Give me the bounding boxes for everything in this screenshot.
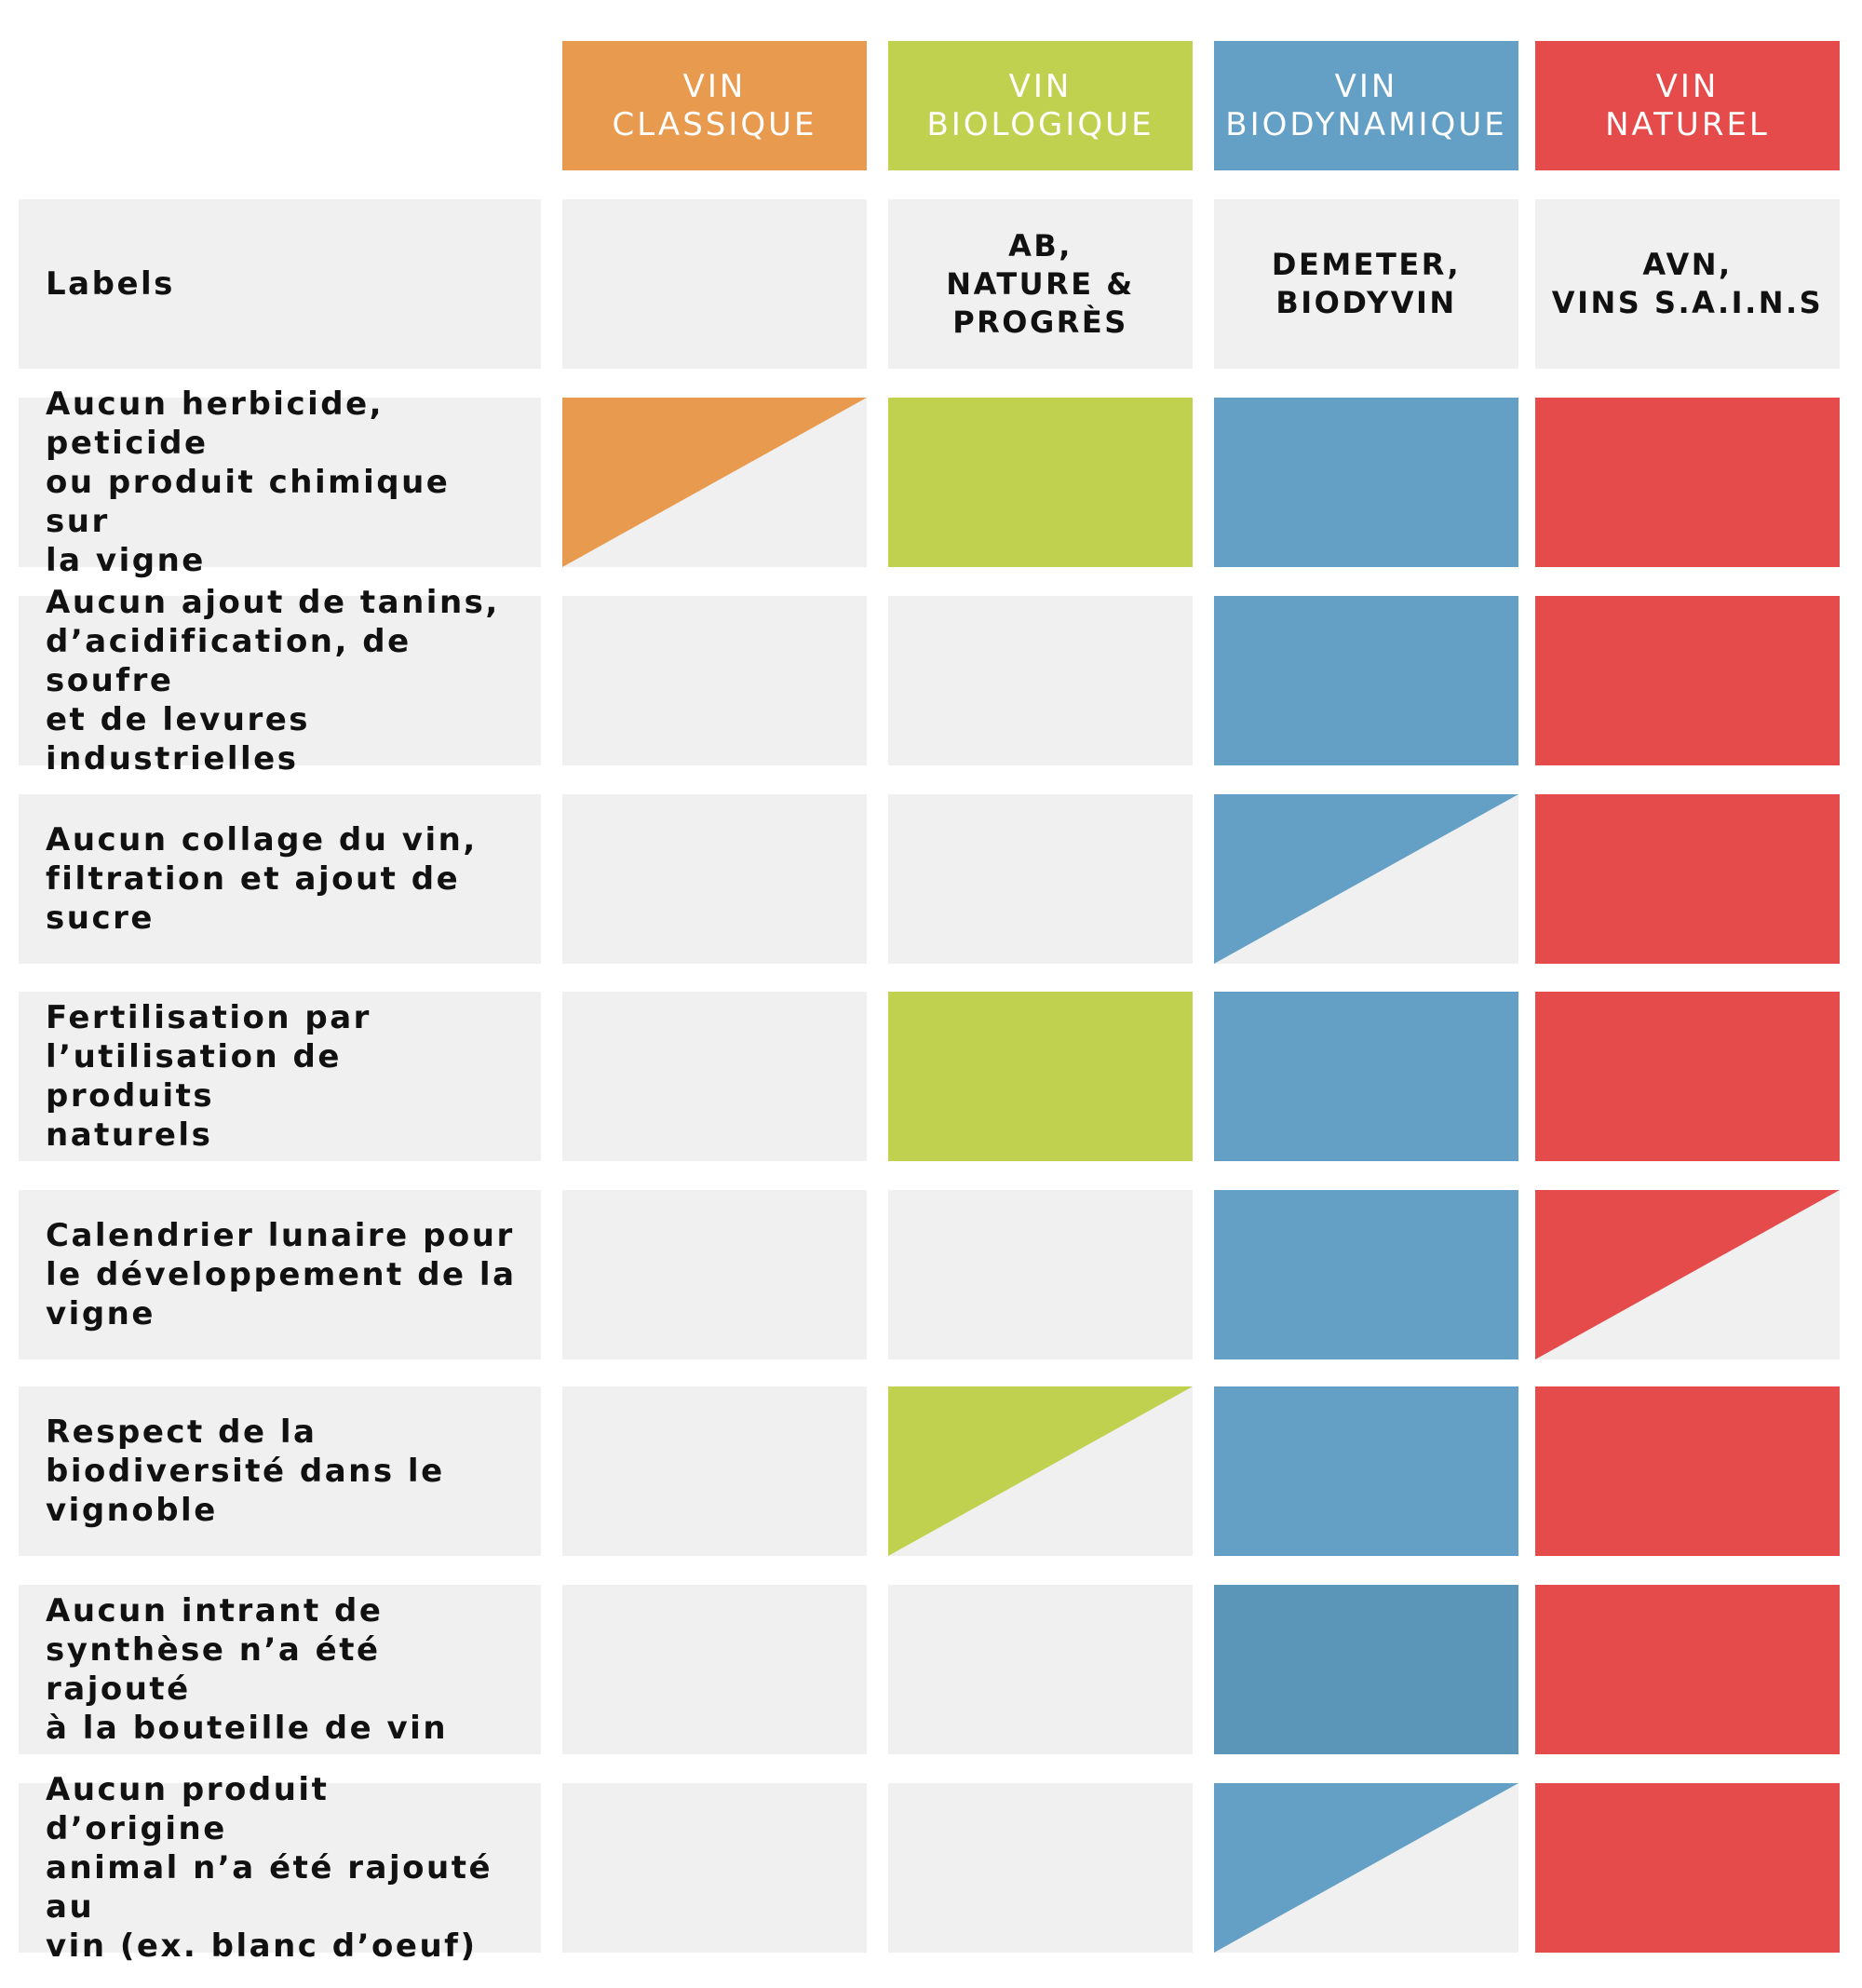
criterion-cell-partial-biodynamique — [1214, 1783, 1518, 1953]
criterion-cell-full-naturel — [1535, 1386, 1840, 1556]
labels-cell-naturel: AVN, VINS S.A.I.N.S — [1535, 199, 1840, 369]
criterion-label: Aucun collage du vin, filtration et ajou… — [19, 794, 541, 964]
criterion-cell-full-naturel — [1535, 1585, 1840, 1754]
criterion-cell-partial-biologique — [888, 1386, 1193, 1556]
partial-triangle — [1535, 1190, 1840, 1359]
criterion-cell-full-naturel — [1535, 398, 1840, 567]
criterion-cell-full-naturel — [1535, 596, 1840, 765]
labels-cell-text: DEMETER, BIODYVIN — [1271, 247, 1462, 320]
column-header-biodynamique: VIN BIODYNAMIQUE — [1214, 41, 1518, 170]
criterion-cell-empty-classique — [562, 1585, 867, 1754]
criterion-cell-full-biodynamique — [1214, 398, 1518, 567]
criterion-cell-empty-biologique — [888, 794, 1193, 964]
criterion-cell-empty-biologique — [888, 596, 1193, 765]
criterion-cell-full-biodynamique — [1214, 596, 1518, 765]
partial-fill — [562, 398, 867, 567]
criterion-cell-empty-classique — [562, 1190, 867, 1359]
labels-cell-classique — [562, 199, 867, 369]
criterion-cell-empty-classique — [562, 992, 867, 1161]
column-header-classique: VIN CLASSIQUE — [562, 41, 867, 170]
row-label-labels: Labels — [19, 199, 541, 369]
partial-fill — [1214, 794, 1518, 964]
criterion-cell-full-naturel — [1535, 794, 1840, 964]
criterion-label: Aucun herbicide, peticide ou produit chi… — [19, 385, 541, 579]
criterion-cell-full-biodynamique — [1214, 992, 1518, 1161]
criterion-cell-empty-classique — [562, 596, 867, 765]
criterion-cell-full-naturel — [1535, 1783, 1840, 1953]
criterion-cell-partial-biodynamique — [1214, 794, 1518, 964]
criterion-cell-empty-biologique — [888, 1190, 1193, 1359]
criterion-cell-empty-biologique — [888, 1585, 1193, 1754]
partial-triangle — [562, 398, 867, 567]
criterion-cell-empty-classique — [562, 794, 867, 964]
column-header-biologique: VIN BIOLOGIQUE — [888, 41, 1193, 170]
criterion-cell-empty-classique — [562, 1783, 867, 1953]
labels-cell-biologique: AB, NATURE & PROGRÈS — [888, 199, 1193, 369]
criterion-label: Calendrier lunaire pour le développement… — [19, 1190, 541, 1359]
partial-fill — [1535, 1190, 1840, 1359]
partial-fill — [888, 1386, 1193, 1556]
labels-cell-text: AVN, VINS S.A.I.N.S — [1551, 247, 1824, 320]
criterion-label: Fertilisation par l’utilisation de produ… — [19, 992, 541, 1161]
partial-fill — [1214, 1783, 1518, 1953]
criterion-label: Aucun produit d’origine animal n’a été r… — [19, 1771, 541, 1965]
criterion-label: Aucun ajout de tanins, d’acidification, … — [19, 584, 541, 778]
partial-triangle — [888, 1386, 1193, 1556]
criterion-label: Aucun intrant de synthèse n’a été rajout… — [19, 1585, 541, 1754]
criterion-cell-full-biologique — [888, 992, 1193, 1161]
criterion-cell-full-naturel — [1535, 992, 1840, 1161]
labels-cell-biodynamique: DEMETER, BIODYVIN — [1214, 199, 1518, 369]
column-header-naturel: VIN NATUREL — [1535, 41, 1840, 170]
criterion-cell-empty-classique — [562, 1386, 867, 1556]
criterion-cell-empty-biologique — [888, 1783, 1193, 1953]
labels-cell-text: AB, NATURE & PROGRÈS — [946, 227, 1135, 340]
labels-cell-text — [562, 199, 867, 369]
criterion-cell-partial-naturel — [1535, 1190, 1840, 1359]
criterion-label: Respect de la biodiversité dans le vigno… — [19, 1386, 541, 1556]
partial-triangle — [1214, 1783, 1518, 1953]
criterion-cell-full-biodynamique — [1214, 1190, 1518, 1359]
partial-triangle — [1214, 794, 1518, 964]
criterion-cell-full-biologique — [888, 398, 1193, 567]
criterion-cell-full-biodynamique — [1214, 1585, 1518, 1754]
criterion-cell-partial-classique — [562, 398, 867, 567]
criterion-cell-full-biodynamique — [1214, 1386, 1518, 1556]
